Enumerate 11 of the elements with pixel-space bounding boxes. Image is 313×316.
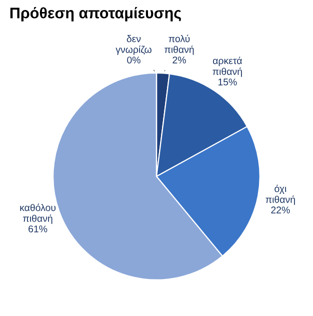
slice-label: αρκετά πιθανή <box>212 56 242 77</box>
data-label: 61% <box>28 225 48 232</box>
slice-label: καθόλου πιθανή <box>20 204 56 224</box>
slice-label: όχι πιθανή <box>266 184 295 205</box>
slice-label: πολύ πιθανή <box>164 34 194 55</box>
data-label: 22% <box>271 206 290 214</box>
text: 0% <box>127 56 140 64</box>
chart-title: Πρόθεση αποταμίευσης <box>10 7 181 22</box>
data-label: 2% <box>172 56 186 64</box>
category-label: δεν γνωρίζω <box>116 35 152 55</box>
data-label: 15% <box>218 78 237 86</box>
